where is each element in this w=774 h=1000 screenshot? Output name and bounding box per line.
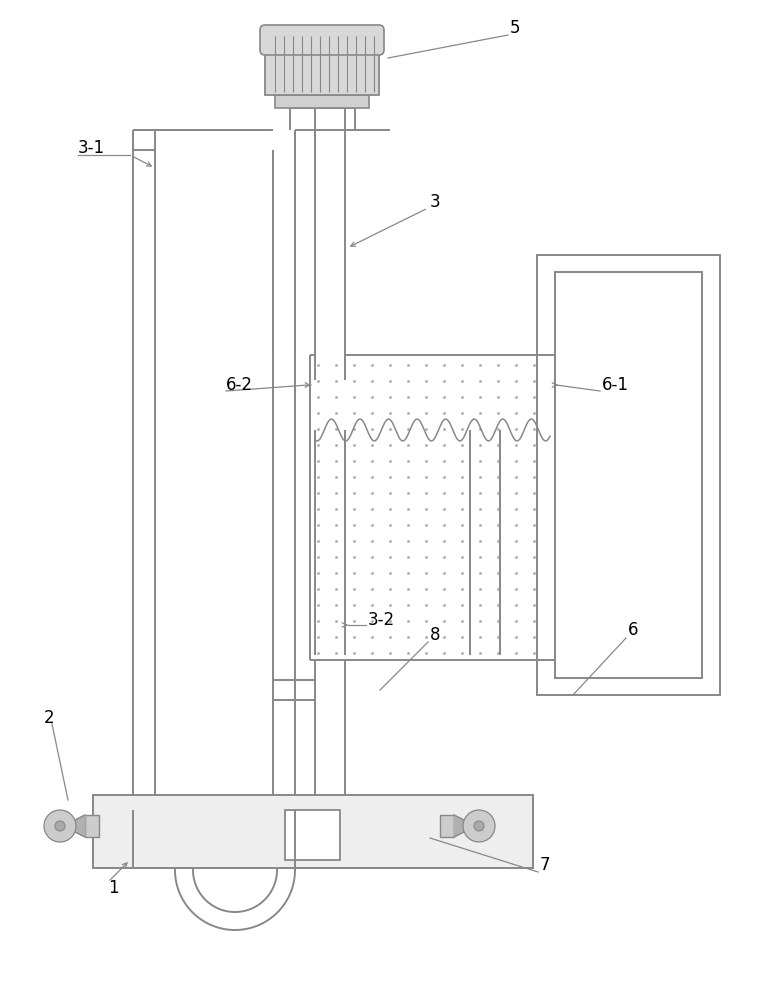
Circle shape	[474, 821, 484, 831]
Bar	[285, 810, 340, 860]
Circle shape	[44, 810, 76, 842]
Bar	[85, 815, 99, 837]
Polygon shape	[454, 815, 476, 837]
Text: 1: 1	[108, 879, 118, 897]
Text: 6: 6	[628, 621, 639, 639]
Text: 6-1: 6-1	[602, 376, 629, 394]
Text: 3-1: 3-1	[78, 139, 105, 157]
Text: 2: 2	[44, 709, 55, 727]
Text: 5: 5	[510, 19, 520, 37]
FancyBboxPatch shape	[260, 25, 384, 55]
Text: 3: 3	[430, 193, 440, 211]
Bar	[537, 255, 720, 695]
Polygon shape	[63, 815, 85, 837]
Circle shape	[463, 810, 495, 842]
Bar	[275, 95, 369, 108]
Text: 7: 7	[540, 856, 550, 874]
Text: 3-2: 3-2	[368, 611, 395, 629]
Bar	[265, 30, 379, 95]
Bar	[440, 815, 454, 837]
Text: 6-2: 6-2	[226, 376, 253, 394]
Bar	[555, 272, 702, 678]
Bar	[93, 795, 533, 868]
Text: 8: 8	[430, 626, 440, 644]
Circle shape	[55, 821, 65, 831]
